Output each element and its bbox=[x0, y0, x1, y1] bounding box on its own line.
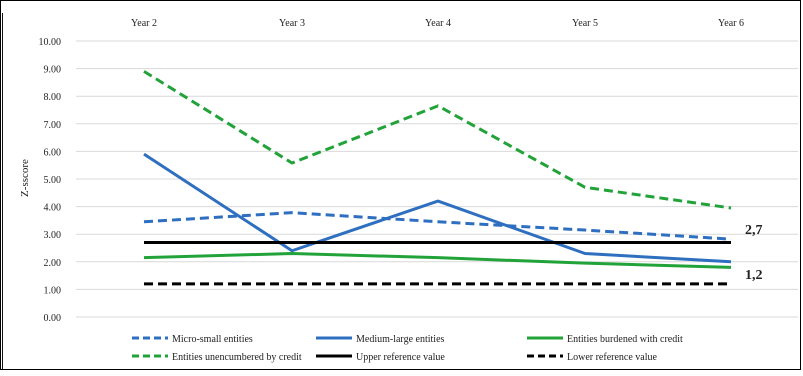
legend-label: Lower reference value bbox=[567, 352, 657, 363]
y-tick-label: 4.00 bbox=[44, 203, 62, 214]
legend: Micro-small entities Medium-large entitie… bbox=[132, 334, 683, 363]
y-tick-label: 2.00 bbox=[44, 258, 62, 269]
gridlines bbox=[76, 40, 798, 318]
upper-reference-annotation: 2,7 bbox=[745, 223, 763, 238]
y-tick-label: 10.00 bbox=[39, 37, 62, 48]
series-lines bbox=[143, 70, 732, 286]
legend-label: Entities burdened with credit bbox=[567, 334, 683, 345]
legend-label: Medium-large entities bbox=[356, 334, 445, 345]
x-tick-label: Year 4 bbox=[425, 18, 451, 29]
y-tick-label: 9.00 bbox=[44, 65, 62, 76]
y-tick-label: 3.00 bbox=[44, 230, 62, 241]
y-tick-label: 8.00 bbox=[44, 92, 62, 103]
legend-label: Micro-small entities bbox=[172, 334, 253, 345]
y-axis-title: Z-sscore bbox=[19, 159, 31, 197]
y-tick-label: 0.00 bbox=[44, 313, 62, 324]
x-tick-label: Year 6 bbox=[718, 18, 744, 29]
legend-label: Upper reference value bbox=[356, 352, 445, 363]
x-tick-label: Year 2 bbox=[131, 18, 157, 29]
series-line-2 bbox=[143, 252, 732, 269]
series-line-3 bbox=[143, 70, 732, 210]
y-tick-label: 5.00 bbox=[44, 175, 62, 186]
x-tick-label: Year 5 bbox=[572, 18, 598, 29]
x-tick-label: Year 3 bbox=[279, 18, 305, 29]
y-tick-label: 7.00 bbox=[44, 120, 62, 131]
y-axis-tick-labels: 0.00 1.00 2.00 3.00 4.00 5.00 6.00 7.00 8.00 9.00… bbox=[39, 37, 62, 324]
annotations: 2,7 1,2 bbox=[745, 223, 763, 283]
series-line-1 bbox=[143, 152, 732, 264]
y-tick-label: 1.00 bbox=[44, 285, 62, 296]
lower-reference-annotation: 1,2 bbox=[745, 268, 763, 283]
legend-label: Entities unencumbered by credit bbox=[172, 352, 302, 363]
y-tick-label: 6.00 bbox=[44, 147, 62, 158]
series-line-0 bbox=[143, 211, 732, 241]
x-axis-labels: Year 2 Year 3 Year 4 Year 5 Year 6 bbox=[131, 18, 744, 29]
